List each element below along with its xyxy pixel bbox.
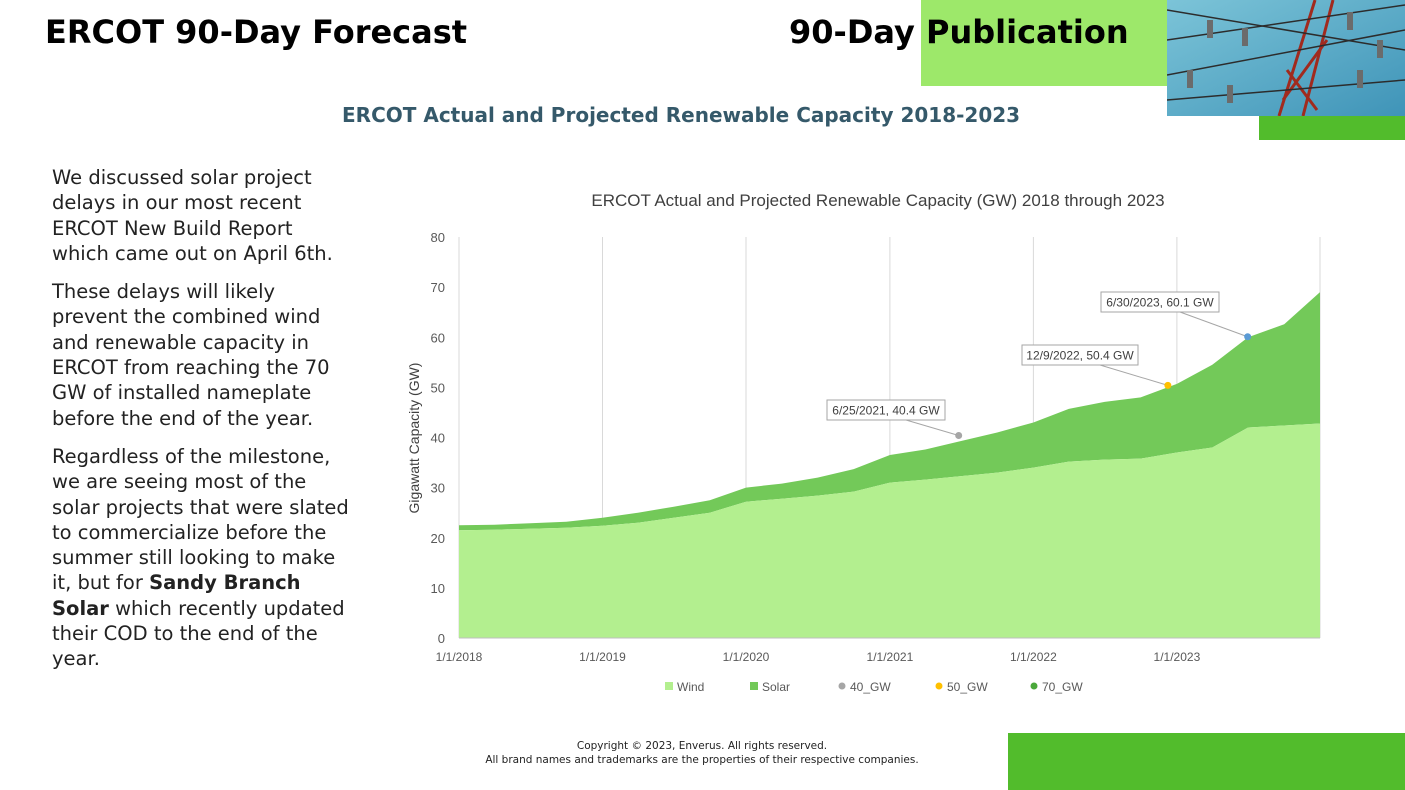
callout-leader: [1179, 311, 1248, 338]
paragraph-3-start: Regardless of the milestone, we are seei…: [52, 444, 349, 595]
project-name: Sandy Branch Solar: [52, 571, 301, 620]
paragraph-1: We discussed solar project delays in our…: [52, 166, 333, 265]
wind-area: [459, 423, 1320, 638]
x-tick-label: 1/1/2023: [1154, 650, 1201, 664]
y-tick-label: 60: [431, 330, 445, 345]
legend-swatch: [665, 682, 673, 690]
callout-box: [1021, 344, 1139, 366]
x-tick-label: 1/1/2020: [723, 650, 770, 664]
x-tick-label: 1/1/2021: [867, 650, 914, 664]
accent-bar-bottom: [1008, 733, 1405, 790]
y-tick-label: 80: [431, 230, 445, 245]
legend-swatch: [935, 682, 943, 690]
legend-swatch: [750, 682, 758, 690]
axes: 1/1/2018 1/1/2019 1/1/2020 1/1/2021 1/1/2022…: [431, 230, 1320, 664]
paragraph-3-end: which recently updated their COD to the …: [52, 596, 345, 671]
legend-label: 70_GW: [1042, 680, 1083, 694]
power-tower-photo: [1167, 0, 1405, 116]
paragraph-3: Regardless of the milestone, we are seei…: [52, 444, 352, 672]
commentary-text: We discussed solar project delays in our…: [52, 165, 352, 685]
callout-box: [1100, 291, 1220, 313]
y-tick-label: 10: [431, 581, 445, 596]
marker-60_GW: [1244, 333, 1252, 341]
x-tick-label: 1/1/2022: [1010, 650, 1057, 664]
chart-title: ERCOT Actual and Projected Renewable Cap…: [591, 191, 1164, 210]
callout-leader: [1099, 364, 1168, 386]
y-tick-label: 30: [431, 481, 445, 496]
trademark-line: All brand names and trademarks are the p…: [485, 754, 919, 766]
legend-swatch: [838, 682, 846, 690]
milestone-markers: 6/25/2021, 40.4 GW 12/9/2022, 50.4 GW 6/30…: [826, 291, 1252, 439]
copyright-line: Copyright © 2023, Enverus. All rights re…: [576, 740, 828, 752]
accent-bar-top: [1259, 116, 1405, 140]
publication-title: 90-Day Publication: [789, 13, 1129, 51]
solar-area: [459, 292, 1320, 531]
callout-leader: [905, 419, 959, 436]
legend-swatch: [1030, 682, 1038, 690]
header-accent-block: [921, 0, 1167, 86]
slide-subtitle: ERCOT Actual and Projected Renewable Cap…: [342, 103, 1021, 127]
x-tick-label: 1/1/2019: [579, 650, 626, 664]
callout-label: 12/9/2022, 50.4 GW: [1026, 349, 1134, 363]
y-tick-label: 0: [438, 631, 445, 646]
legend-label: Solar: [762, 680, 790, 694]
chart-legend: Wind Solar 40_GW 50_GW 70_GW: [665, 680, 1083, 694]
page-title: ERCOT 90-Day Forecast: [45, 13, 468, 51]
area-series: [459, 292, 1320, 638]
callout-label: 6/30/2023, 60.1 GW: [1106, 296, 1214, 310]
y-tick-label: 40: [431, 431, 445, 446]
marker-40_GW: [955, 431, 963, 439]
legend-label: 40_GW: [850, 680, 891, 694]
y-tick-label: 50: [431, 380, 445, 395]
renewable-capacity-chart: ERCOT Actual and Projected Renewable Cap…: [406, 191, 1321, 694]
x-tick-label: 1/1/2018: [436, 650, 483, 664]
y-tick-label: 70: [431, 280, 445, 295]
legend-label: 50_GW: [947, 680, 988, 694]
paragraph-2: These delays will likely prevent the com…: [52, 280, 330, 430]
marker-50_GW: [1164, 381, 1172, 389]
callout-box: [826, 399, 946, 421]
callout-label: 6/25/2021, 40.4 GW: [832, 404, 940, 418]
y-tick-label: 20: [431, 531, 445, 546]
copyright-footer: Copyright © 2023, Enverus. All rights re…: [402, 739, 1002, 767]
y-axis-label: Gigawatt Capacity (GW): [406, 363, 422, 514]
legend-label: Wind: [677, 680, 704, 694]
